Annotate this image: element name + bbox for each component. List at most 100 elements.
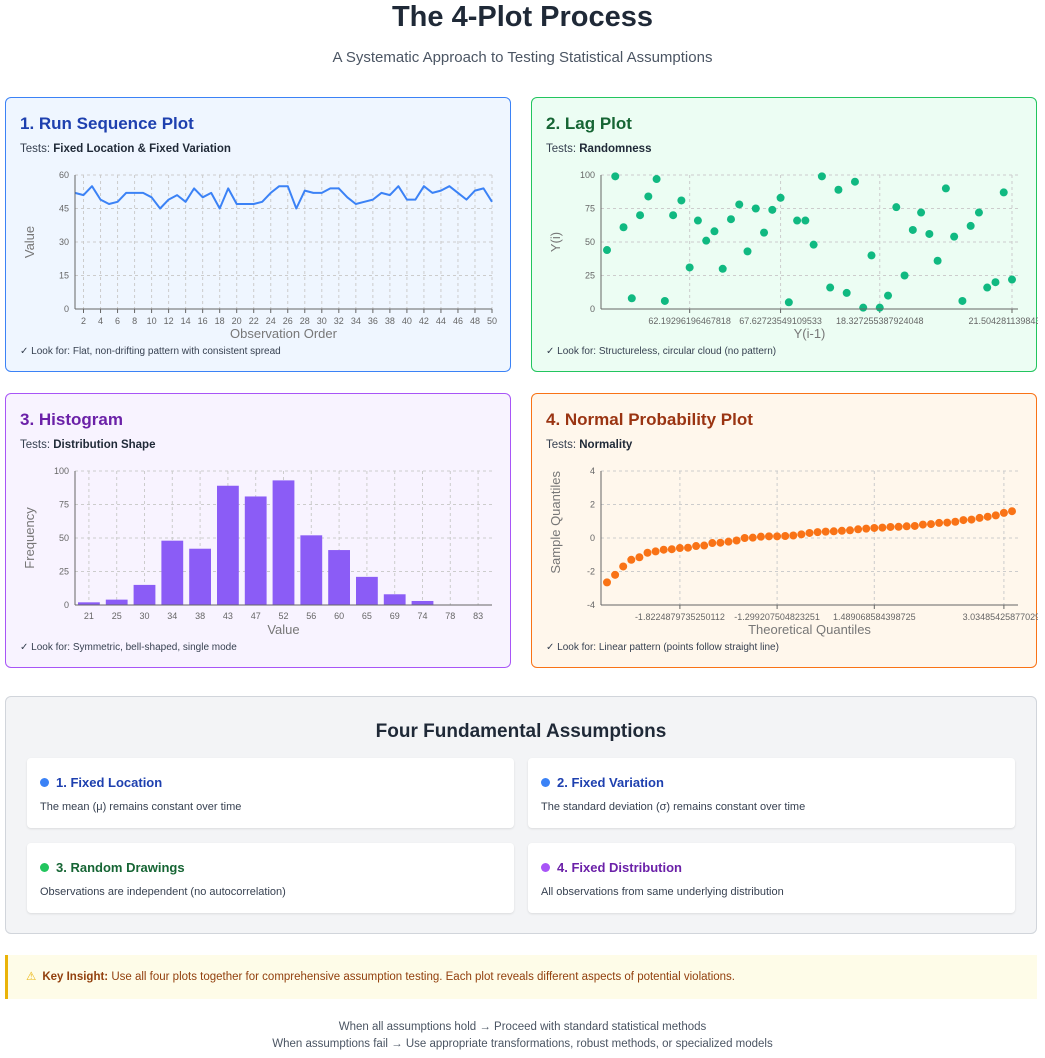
data-point bbox=[862, 524, 871, 533]
data-point bbox=[611, 570, 620, 579]
x-tick-label: 3.034854258770292 bbox=[963, 612, 1038, 622]
data-point bbox=[724, 537, 733, 546]
data-point bbox=[886, 522, 895, 531]
assumption-card: 1. Fixed Location The mean (μ) remains c… bbox=[27, 758, 514, 828]
footer-line: When assumptions fail → Use appropriate … bbox=[272, 1038, 773, 1050]
data-point bbox=[974, 208, 983, 217]
x-tick-label: 38 bbox=[385, 316, 395, 326]
x-tick-label: 74 bbox=[417, 611, 427, 621]
data-point bbox=[999, 508, 1008, 517]
histogram-bar bbox=[300, 535, 323, 605]
data-point bbox=[854, 525, 863, 534]
x-tick-label: 56 bbox=[306, 611, 316, 621]
data-point bbox=[603, 246, 611, 255]
footer-line: When all assumptions hold → Proceed with… bbox=[338, 1021, 707, 1033]
data-point bbox=[894, 522, 903, 531]
data-point bbox=[685, 263, 694, 272]
panel-look-for: ✓ Look for: Flat, non-drifting pattern w… bbox=[20, 346, 281, 357]
x-tick-label: 34 bbox=[167, 611, 177, 621]
data-point bbox=[619, 562, 628, 571]
data-point bbox=[884, 291, 893, 300]
x-axis-label: Value bbox=[267, 622, 299, 637]
x-tick-label: 43 bbox=[223, 611, 233, 621]
page-subtitle: A Systematic Approach to Testing Statist… bbox=[332, 49, 713, 66]
panel-look-for: ✓ Look for: Linear pattern (points follo… bbox=[546, 642, 779, 653]
data-point bbox=[603, 578, 611, 587]
data-point bbox=[660, 296, 669, 305]
data-point bbox=[834, 185, 843, 194]
bullet-dot-icon bbox=[541, 863, 550, 872]
data-point bbox=[935, 518, 944, 527]
data-point bbox=[651, 547, 660, 556]
histogram-bar bbox=[356, 576, 378, 605]
data-point bbox=[983, 512, 992, 521]
data-point bbox=[652, 175, 661, 184]
histogram-bar bbox=[78, 602, 100, 605]
data-point bbox=[927, 520, 935, 529]
histogram-bar bbox=[272, 480, 295, 605]
data-point bbox=[870, 523, 879, 532]
data-point bbox=[743, 247, 752, 256]
histogram-bar bbox=[328, 550, 350, 605]
y-tick-label: 0 bbox=[64, 304, 69, 314]
data-point bbox=[991, 278, 1000, 287]
x-tick-label: -1.8224879735250112 bbox=[635, 612, 725, 622]
x-tick-label: 24 bbox=[266, 316, 276, 326]
data-point bbox=[1008, 507, 1016, 516]
data-point bbox=[878, 523, 887, 532]
bullet-dot-icon bbox=[40, 778, 49, 787]
panel-title: 2. Lag Plot bbox=[546, 114, 632, 133]
y-tick-label: 0 bbox=[590, 304, 595, 314]
data-point bbox=[908, 225, 917, 234]
data-point bbox=[643, 548, 652, 557]
data-point bbox=[700, 541, 709, 550]
x-tick-label: 6 bbox=[115, 316, 120, 326]
y-tick-label: -2 bbox=[587, 567, 595, 577]
run-sequence-panel: 1. Run Sequence Plot Tests: Fixed Locati… bbox=[5, 97, 511, 372]
x-tick-label: 38 bbox=[195, 611, 205, 621]
data-point bbox=[826, 283, 835, 292]
x-tick-label: 16 bbox=[198, 316, 208, 326]
y-tick-label: -4 bbox=[587, 600, 595, 610]
x-tick-label: 36 bbox=[368, 316, 378, 326]
series-line bbox=[74, 185, 493, 210]
panel-look-for: ✓ Look for: Symmetric, bell-shaped, sing… bbox=[20, 642, 237, 653]
data-point bbox=[667, 545, 676, 554]
assumptions-section: Four Fundamental Assumptions 1. Fixed Lo… bbox=[5, 696, 1037, 934]
data-point bbox=[740, 534, 749, 542]
histogram-bar bbox=[383, 594, 406, 605]
x-tick-label: -1.299207504823251 bbox=[734, 612, 820, 622]
data-point bbox=[925, 229, 934, 238]
data-point bbox=[867, 251, 876, 260]
lag-plot-panel: 2. Lag Plot Tests: Randomness 0 25 50 75 100… bbox=[531, 97, 1038, 372]
data-point bbox=[708, 539, 717, 548]
data-point bbox=[751, 204, 760, 213]
y-tick-label: 0 bbox=[590, 533, 595, 543]
data-point bbox=[644, 192, 653, 201]
data-point bbox=[975, 513, 984, 522]
histogram-bar bbox=[133, 584, 156, 605]
x-tick-label: 4 bbox=[98, 316, 103, 326]
histogram-panel: 3. Histogram Tests: Distribution Shape 0… bbox=[5, 393, 511, 668]
x-tick-label: 2 bbox=[81, 316, 86, 326]
panel-look-for: ✓ Look for: Structureless, circular clou… bbox=[546, 346, 777, 357]
panel-tests: Tests: Distribution Shape bbox=[20, 439, 156, 451]
y-tick-label: 2 bbox=[590, 500, 595, 510]
data-point bbox=[837, 526, 846, 535]
y-tick-label: 75 bbox=[59, 500, 69, 510]
data-point bbox=[813, 528, 822, 537]
data-point bbox=[958, 296, 967, 305]
y-tick-label: 15 bbox=[59, 271, 69, 281]
panel-tests: Tests: Fixed Location & Fixed Variation bbox=[20, 143, 231, 155]
warning-icon: ⚠ bbox=[26, 971, 37, 983]
histogram-bar bbox=[411, 600, 434, 605]
panel-title: 1. Run Sequence Plot bbox=[20, 114, 194, 133]
y-axis-label: Sample Quantiles bbox=[548, 471, 563, 574]
data-point bbox=[684, 543, 692, 552]
x-tick-label: 26 bbox=[283, 316, 293, 326]
data-point bbox=[999, 188, 1008, 197]
data-point bbox=[900, 271, 909, 280]
data-point bbox=[983, 283, 992, 292]
x-tick-label: 21 bbox=[84, 611, 94, 621]
x-tick-label: 62.19296196467818 bbox=[648, 316, 731, 326]
